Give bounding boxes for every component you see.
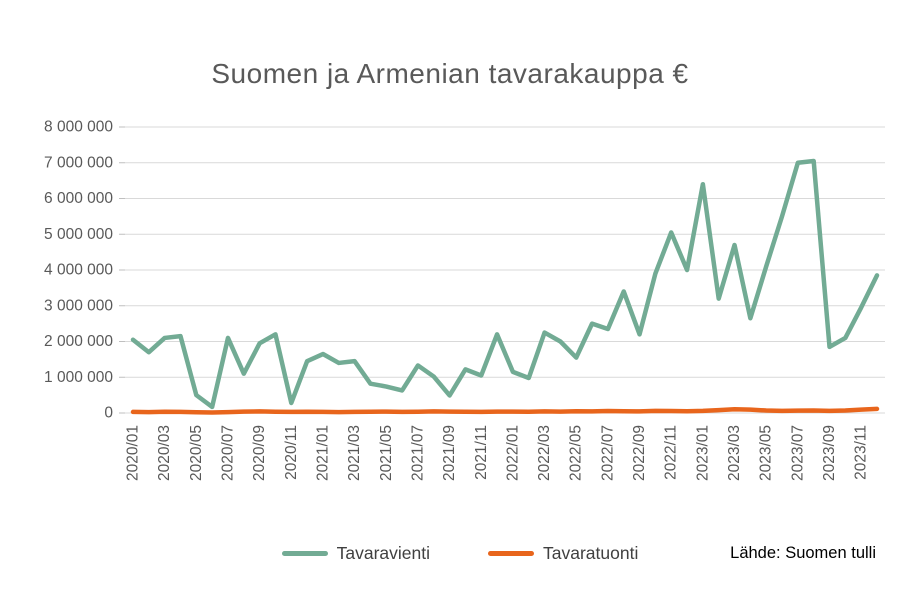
svg-text:1 000 000: 1 000 000 <box>44 369 113 386</box>
svg-text:2023/03: 2023/03 <box>726 425 743 481</box>
svg-text:2020/03: 2020/03 <box>156 425 173 481</box>
svg-text:2022/07: 2022/07 <box>599 425 616 481</box>
svg-text:2021/07: 2021/07 <box>409 425 426 481</box>
svg-text:2023/01: 2023/01 <box>694 425 711 481</box>
svg-text:6 000 000: 6 000 000 <box>44 190 113 207</box>
legend-item-tavaratuonti: Tavaratuonti <box>488 543 638 564</box>
svg-text:2022/11: 2022/11 <box>663 425 680 480</box>
svg-text:2023/09: 2023/09 <box>821 425 838 481</box>
chart-legend: Tavaravienti Tavaratuonti <box>30 543 890 564</box>
svg-text:2021/11: 2021/11 <box>473 425 490 480</box>
tavaravienti-line-swatch-icon <box>281 551 328 556</box>
svg-text:8 000 000: 8 000 000 <box>44 119 113 136</box>
svg-text:2021/03: 2021/03 <box>346 425 363 481</box>
tavaratuonti-line-swatch-icon <box>488 551 535 556</box>
svg-text:4 000 000: 4 000 000 <box>44 262 113 279</box>
svg-text:2023/07: 2023/07 <box>789 425 806 481</box>
svg-text:2021/05: 2021/05 <box>378 425 395 481</box>
chart-title: Suomen ja Armenian tavarakauppa € <box>211 58 689 89</box>
svg-text:2023/11: 2023/11 <box>853 425 870 480</box>
svg-text:2020/05: 2020/05 <box>188 425 205 481</box>
svg-text:2021/01: 2021/01 <box>314 425 331 481</box>
legend-label-tavaravienti: Tavaravienti <box>336 543 431 563</box>
svg-text:2022/03: 2022/03 <box>536 425 553 481</box>
svg-text:0: 0 <box>104 405 113 422</box>
svg-text:2020/11: 2020/11 <box>283 425 300 480</box>
svg-text:3 000 000: 3 000 000 <box>44 297 113 314</box>
svg-text:2 000 000: 2 000 000 <box>44 333 113 350</box>
svg-text:2021/09: 2021/09 <box>441 425 458 481</box>
svg-text:7 000 000: 7 000 000 <box>44 154 113 171</box>
svg-text:2020/07: 2020/07 <box>219 425 236 481</box>
svg-text:2022/01: 2022/01 <box>504 425 521 481</box>
svg-text:5 000 000: 5 000 000 <box>44 226 113 243</box>
svg-text:2020/01: 2020/01 <box>125 425 142 481</box>
svg-text:2022/05: 2022/05 <box>568 425 585 481</box>
legend-label-tavaratuonti: Tavaratuonti <box>543 543 639 563</box>
legend-item-tavaravienti: Tavaravienti <box>281 543 431 564</box>
svg-text:2020/09: 2020/09 <box>251 425 268 481</box>
source-note: Lähde: Suomen tulli <box>730 544 876 562</box>
svg-text:2022/09: 2022/09 <box>631 425 648 481</box>
svg-text:2023/05: 2023/05 <box>758 425 775 481</box>
